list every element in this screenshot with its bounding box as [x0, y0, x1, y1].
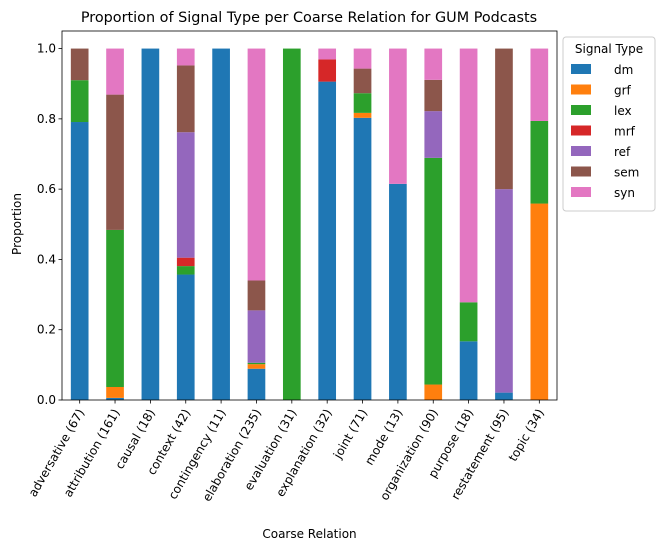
- bar-segment-ref-3: [176, 132, 195, 258]
- plot-area: [61, 30, 558, 401]
- x-axis-label: Coarse Relation: [262, 527, 356, 541]
- legend-label-ref: ref: [614, 145, 631, 159]
- legend-label-syn: syn: [614, 186, 635, 200]
- bar-segment-sem-8: [353, 68, 372, 94]
- bar-segment-lex-11: [459, 302, 478, 342]
- bar-segment-ref-10: [424, 111, 443, 158]
- bar-segment-grf-5: [247, 364, 266, 369]
- bar-segment-lex-13: [530, 120, 549, 204]
- bar-segment-syn-5: [247, 48, 266, 281]
- bar-segment-dm-8: [353, 117, 372, 401]
- legend-label-grf: grf: [614, 84, 632, 98]
- bar-segment-ref-12: [495, 189, 513, 393]
- bar-segment-lex-3: [176, 266, 195, 275]
- bar-segment-dm-12: [495, 392, 513, 400]
- y-axis-label: Proportion: [10, 193, 24, 255]
- bar-segment-syn-11: [459, 48, 478, 303]
- bar-segment-ref-5: [247, 310, 266, 363]
- bar-segment-dm-0: [70, 122, 89, 401]
- bar-segment-lex-8: [353, 93, 372, 113]
- legend-label-mrf: mrf: [614, 125, 636, 139]
- legend-swatch-sem: [571, 166, 591, 177]
- bar-segment-sem-5: [247, 280, 266, 311]
- bar-segment-sem-12: [495, 48, 513, 190]
- legend-title: Signal Type: [575, 42, 643, 56]
- legend-swatch-grf: [571, 84, 591, 95]
- bar-segment-sem-0: [70, 48, 89, 81]
- bar-segment-dm-4: [212, 48, 230, 400]
- bar-segment-syn-10: [424, 48, 443, 80]
- bar-segment-syn-7: [318, 48, 337, 60]
- legend-swatch-dm: [571, 64, 591, 74]
- legend-label-dm: dm: [614, 63, 633, 77]
- bar-segment-dm-11: [459, 341, 478, 400]
- bar-segment-dm-9: [389, 183, 407, 400]
- y-tick-label: 0.6: [37, 182, 56, 196]
- legend: Signal Type dm grf lex mrf ref sem syn: [562, 36, 656, 212]
- x-tick-label: joint (71): [330, 407, 370, 462]
- x-tick-label: topic (34): [506, 407, 547, 464]
- bar-segment-syn-3: [176, 48, 195, 66]
- bar-segment-sem-3: [176, 65, 195, 133]
- chart-title: Proportion of Signal Type per Coarse Rel…: [81, 10, 537, 26]
- legend-swatch-syn: [571, 187, 591, 197]
- y-tick-label: 0.0: [37, 393, 56, 407]
- bar-segment-syn-8: [353, 48, 372, 69]
- bar-segment-dm-2: [141, 48, 160, 400]
- bar-segment-lex-0: [70, 80, 89, 123]
- bar-segment-lex-5: [247, 362, 266, 365]
- bar-segment-grf-10: [424, 384, 443, 400]
- bar-segment-sem-10: [424, 79, 443, 112]
- bar-segment-grf-8: [353, 112, 372, 118]
- y-tick-label: 0.8: [37, 112, 56, 126]
- bar-segment-dm-3: [176, 274, 195, 400]
- bar-segment-dm-1: [106, 397, 124, 400]
- bar-segment-lex-10: [424, 157, 443, 385]
- bar-segment-lex-6: [282, 48, 301, 400]
- bar-segment-sem-1: [106, 94, 124, 230]
- y-axis: 0.0 0.2 0.4 0.6 0.8 1.0: [37, 42, 62, 407]
- bar-segment-dm-5: [247, 368, 266, 400]
- legend-label-lex: lex: [614, 104, 632, 118]
- bar-segment-syn-13: [530, 48, 549, 121]
- bar-segment-mrf-3: [176, 257, 195, 267]
- y-tick-label: 1.0: [37, 42, 56, 56]
- legend-swatch-lex: [571, 105, 591, 115]
- plot-frame: [61, 30, 558, 401]
- legend-label-sem: sem: [614, 166, 639, 180]
- bar-segment-grf-13: [530, 203, 549, 400]
- bar-segment-mrf-7: [318, 59, 337, 82]
- x-axis: adversative (67)attribution (161)causal …: [26, 400, 547, 504]
- bar-segment-grf-1: [106, 387, 124, 398]
- bar-segment-syn-1: [106, 48, 124, 95]
- bar-segment-lex-1: [106, 229, 124, 387]
- bar-segment-dm-7: [318, 81, 337, 401]
- bar-segment-syn-9: [389, 48, 407, 184]
- legend-swatch-mrf: [571, 125, 591, 136]
- y-tick-label: 0.2: [37, 323, 56, 337]
- legend-frame: [562, 36, 656, 212]
- legend-swatch-ref: [571, 146, 591, 156]
- y-tick-label: 0.4: [37, 252, 56, 266]
